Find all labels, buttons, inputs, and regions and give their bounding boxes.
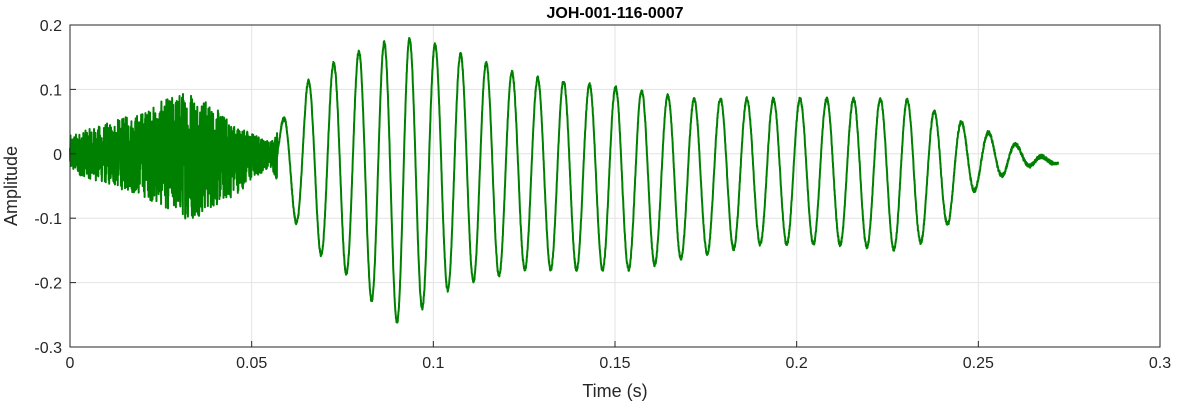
waveform-series-line — [69, 36, 1060, 324]
x-axis-label: Time (s) — [582, 381, 647, 401]
y-tick-label: -0.2 — [34, 276, 62, 293]
y-tick-label: 0 — [53, 147, 62, 164]
x-tick-label: 0.1 — [422, 355, 444, 372]
y-tick-label: -0.3 — [34, 340, 62, 357]
chart-title: JOH-001-116-0007 — [547, 5, 684, 22]
x-tick-label: 0.15 — [599, 355, 630, 372]
x-tick-label: 0.05 — [236, 355, 267, 372]
y-tick-label: -0.1 — [34, 211, 62, 228]
y-tick-label: 0.2 — [40, 18, 62, 35]
x-tick-label: 0 — [66, 355, 75, 372]
x-axis: 0 0.05 0.1 0.15 0.2 0.25 0.3 — [66, 341, 1171, 372]
x-tick-label: 0.25 — [963, 355, 994, 372]
y-tick-label: 0.1 — [40, 82, 62, 99]
y-axis: -0.3 -0.2 -0.1 0 0.1 0.2 — [34, 18, 76, 357]
x-tick-label: 0.3 — [1149, 355, 1171, 372]
y-axis-label: Amplitude — [1, 146, 21, 226]
x-tick-label: 0.2 — [786, 355, 808, 372]
